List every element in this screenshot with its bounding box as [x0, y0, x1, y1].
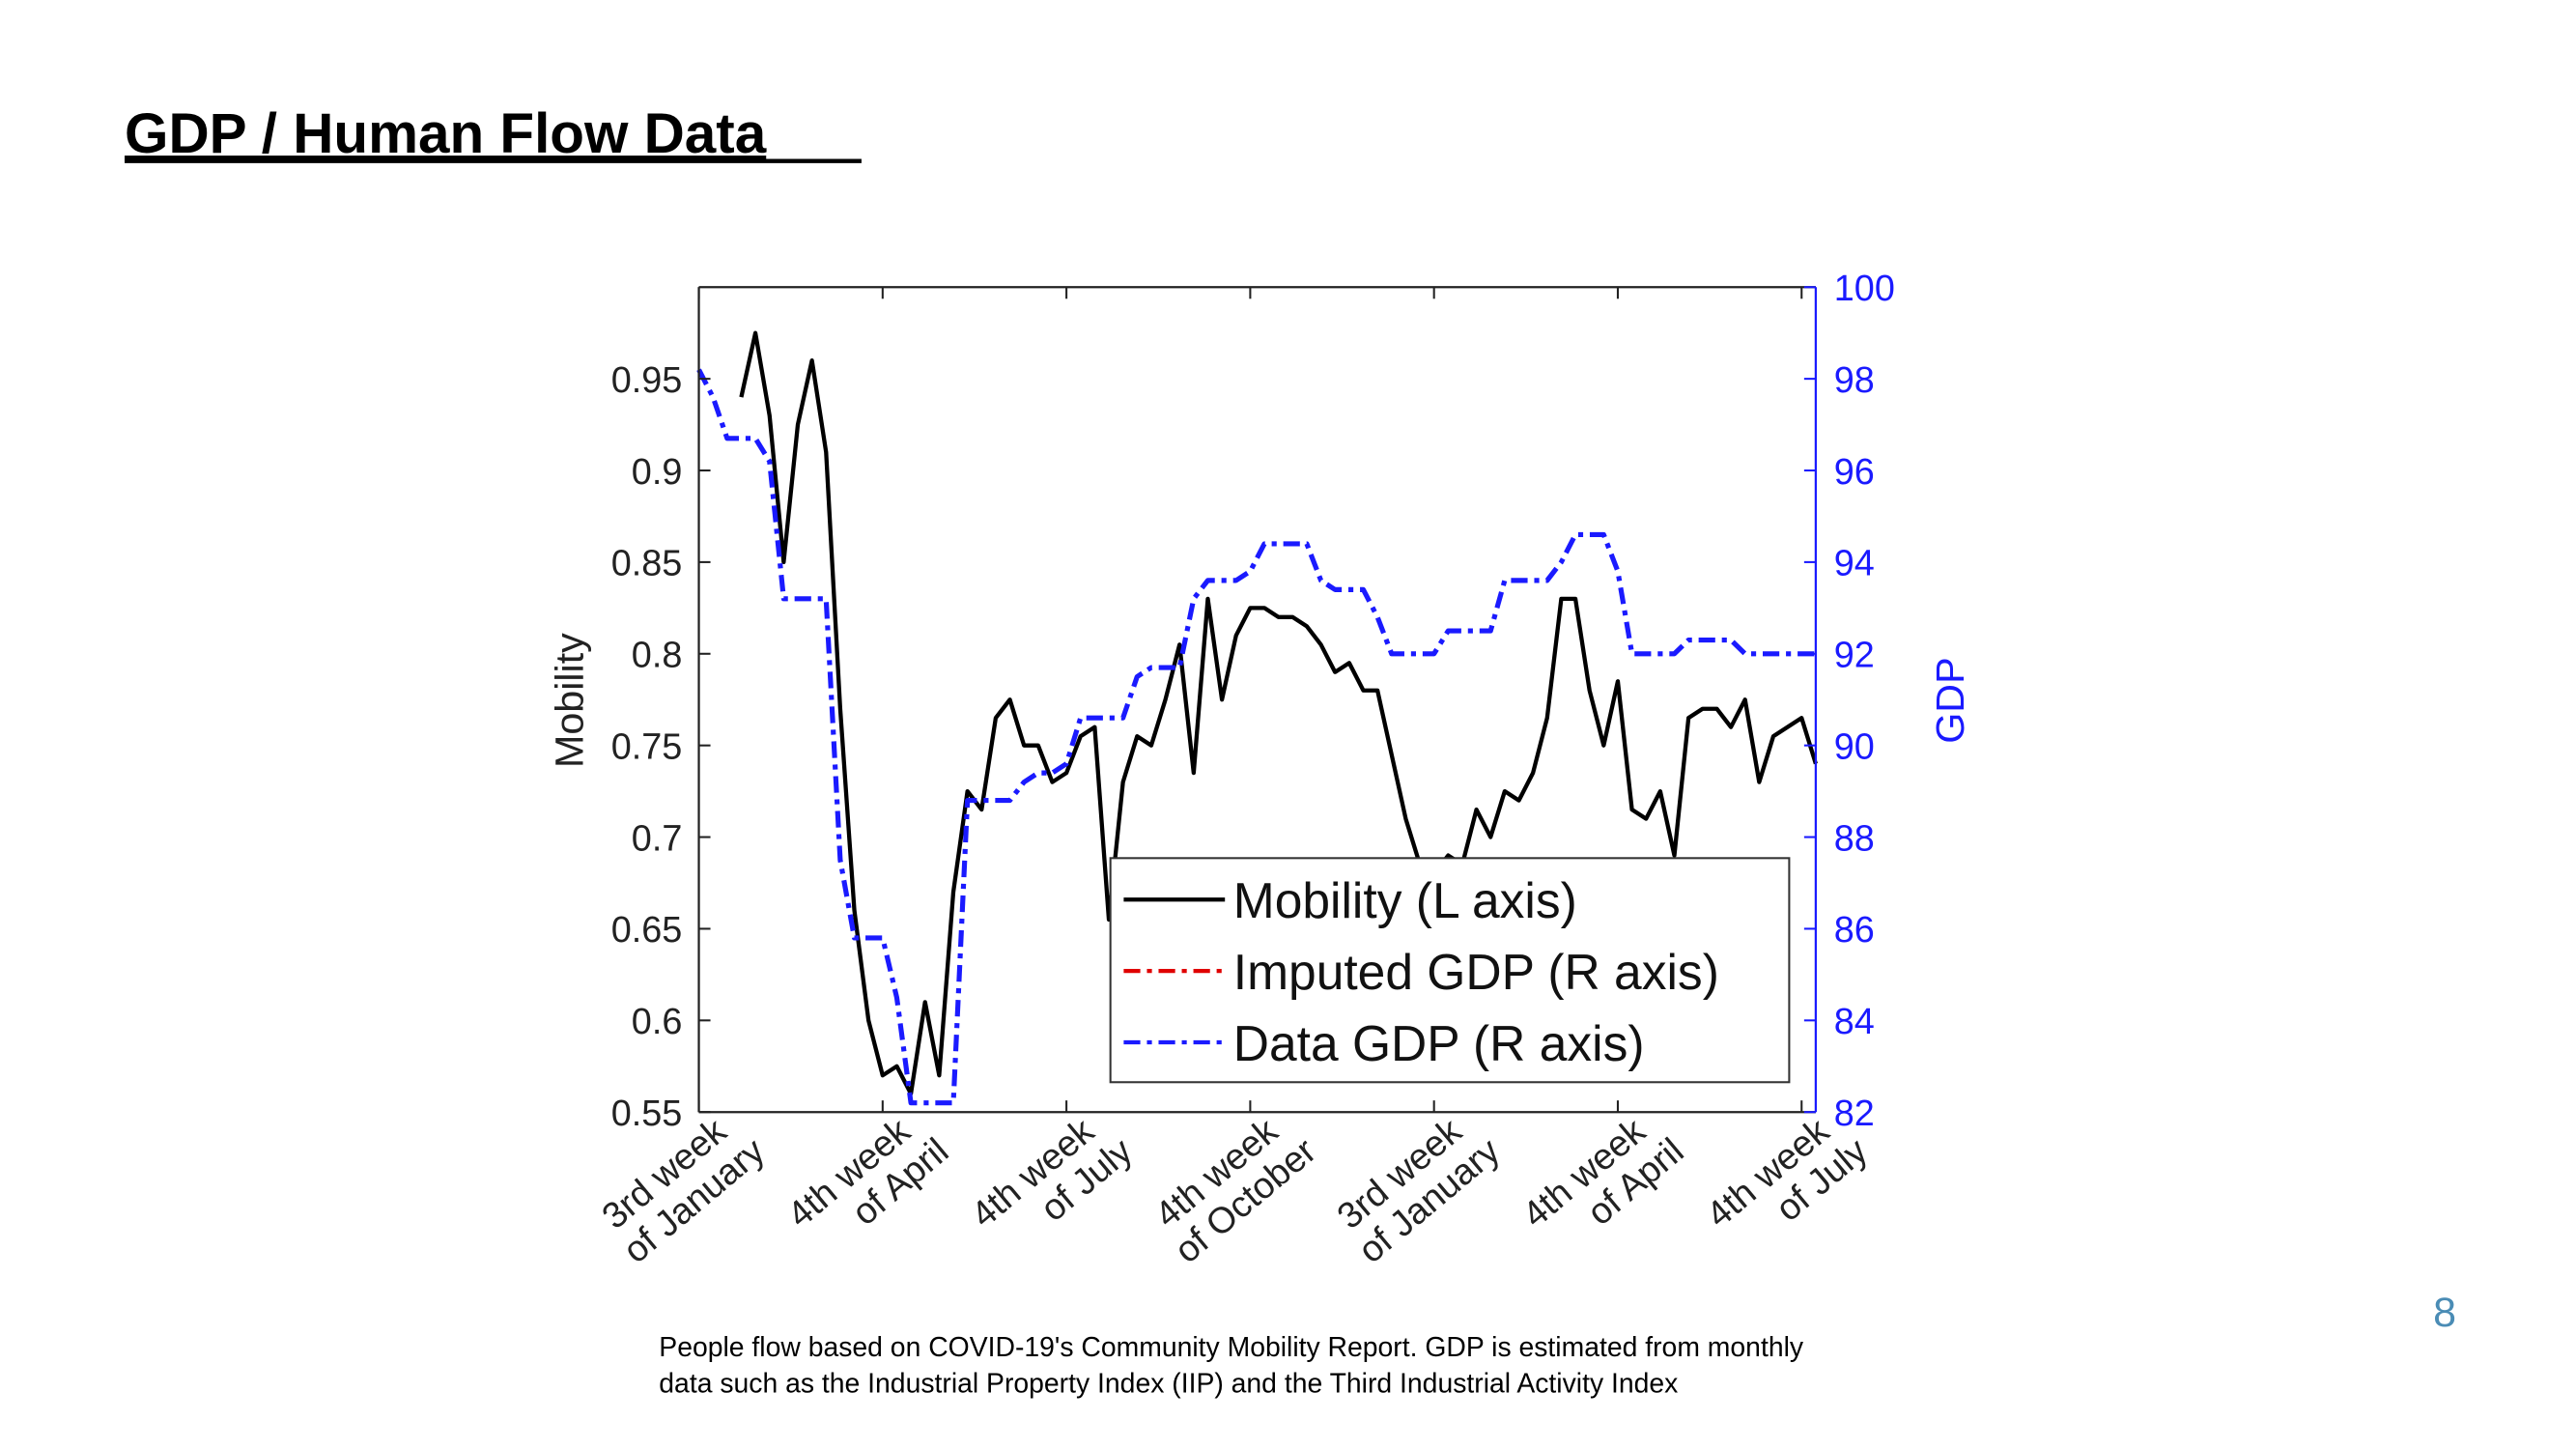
y-axis-label: Mobility	[547, 633, 591, 768]
y-tick-label: 0.7	[632, 818, 683, 859]
x-tick-label: 3rd weekof January	[1325, 1100, 1508, 1271]
data-line	[739, 330, 1818, 1096]
caption-line: People flow based on COVID-19's Communit…	[659, 1332, 1804, 1363]
y2-tick-label: 86	[1834, 910, 1875, 951]
y2-axis-label: GDP	[1928, 657, 1972, 743]
legend-label: Imputed GDP (R axis)	[1233, 944, 1719, 1000]
page-number: 8	[2433, 1290, 2456, 1336]
y-tick-label: 0.65	[611, 910, 683, 951]
y-tick-label: 0.8	[632, 636, 683, 676]
y2-tick-label: 84	[1834, 1002, 1875, 1042]
y2-tick-label: 88	[1834, 818, 1875, 859]
x-tick-label: 4th weekof April	[780, 1100, 957, 1266]
y-tick-label: 0.75	[611, 726, 683, 767]
y2-tick-label: 100	[1834, 269, 1895, 309]
chart: 0.55 0.6 0.65 0.7 0.75 0.8 0.85 0.9 0.95 82 84 86 88…	[547, 269, 1972, 1271]
y2-tick-label: 94	[1834, 544, 1875, 584]
y2-tick-label: 96	[1834, 452, 1875, 493]
y-tick-label: 0.6	[632, 1002, 683, 1042]
x-tick-label: 4th weekof April	[1515, 1100, 1692, 1266]
y-tick-label: 0.85	[611, 544, 683, 584]
y-tick-label: 0.55	[611, 1094, 683, 1134]
y2-tick-label: 92	[1834, 636, 1875, 676]
legend-label: Mobility (L axis)	[1233, 872, 1577, 928]
y-tick-label: 0.95	[611, 360, 683, 401]
data-line	[696, 368, 1816, 1106]
legend: Mobility (L axis) Imputed GDP (R axis) Dat…	[1109, 857, 1791, 1084]
y-tick-label: 0.9	[632, 452, 683, 493]
legend-box	[1109, 857, 1791, 1084]
y2-tick-label: 90	[1834, 726, 1875, 767]
y2-tick-label: 98	[1834, 360, 1875, 401]
legend-label: Data GDP (R axis)	[1233, 1015, 1645, 1071]
y2-tick-label: 82	[1834, 1094, 1875, 1134]
x-tick-label: 4th weekof July	[964, 1100, 1141, 1266]
caption-line: data such as the Industrial Property Ind…	[659, 1369, 1678, 1400]
slide-title: GDP / Human Flow Data	[125, 102, 767, 165]
x-tick-label: 4th weekof October	[1142, 1100, 1324, 1271]
